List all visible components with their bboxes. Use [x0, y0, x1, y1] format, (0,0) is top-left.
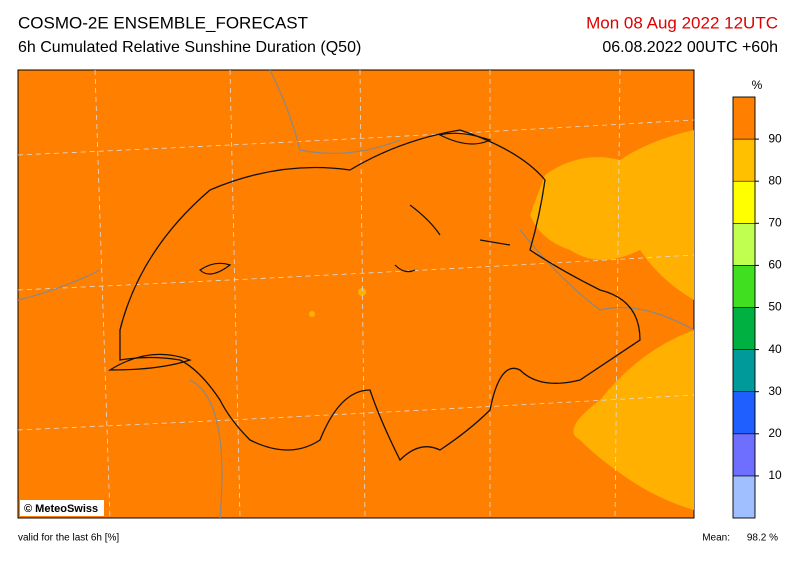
patch: [530, 130, 694, 300]
valid-time: Mon 08 Aug 2022 12UTC: [586, 13, 778, 32]
colorbar-tick-label: 10: [768, 468, 782, 482]
colorbar-segment: [732, 391, 756, 435]
map: © MeteoSwiss: [17, 69, 695, 519]
mean-label: Mean:: [702, 533, 730, 544]
colorbar-segment: [732, 433, 756, 477]
colorbar-segment: [732, 96, 756, 140]
patch: [640, 346, 694, 420]
colorbar-tick-label: 90: [768, 131, 782, 145]
title: COSMO-2E ENSEMBLE_FORECAST: [18, 13, 308, 32]
colorbar-tick-label: 80: [768, 173, 782, 187]
colorbar-tick-label: 20: [768, 426, 782, 440]
patch: [358, 288, 366, 296]
copyright-bg: [20, 500, 104, 516]
copyright-box: © MeteoSwiss: [20, 500, 104, 516]
colorbar-segment: [732, 349, 756, 393]
mean-value: 98.2 %: [747, 533, 778, 544]
patch: [309, 311, 315, 317]
lakes: [107, 132, 511, 371]
run-time: 06.08.2022 00UTC +60h: [602, 39, 778, 56]
colorbar-segment: [732, 138, 756, 182]
colorbar-segment: [732, 307, 756, 350]
subtitle: 6h Cumulated Relative Sunshine Duration …: [18, 39, 361, 56]
switzerland-border: [119, 129, 641, 462]
sunshine-patches: [309, 130, 694, 510]
colorbar-unit: %: [752, 78, 763, 92]
colorbar-tick-label: 60: [768, 258, 782, 272]
colorbar-tick-label: 30: [768, 384, 782, 398]
copyright: © MeteoSwiss: [24, 503, 98, 515]
graticule: [17, 69, 695, 519]
map-area: [17, 69, 695, 519]
colorbar-segment: [732, 475, 756, 519]
colorbar-tick-label: 40: [768, 342, 782, 356]
colorbar-tick-label: 50: [768, 300, 782, 314]
colorbar-tick-label: 70: [768, 215, 782, 229]
colorbar: % 10 20 30 40 50 60 70 80 90: [732, 78, 782, 519]
colorbar-segment: [732, 265, 756, 308]
colorbar-segment: [732, 180, 756, 224]
validity-note: valid for the last 6h [%]: [18, 533, 119, 544]
colorbar-segment: [732, 223, 756, 266]
